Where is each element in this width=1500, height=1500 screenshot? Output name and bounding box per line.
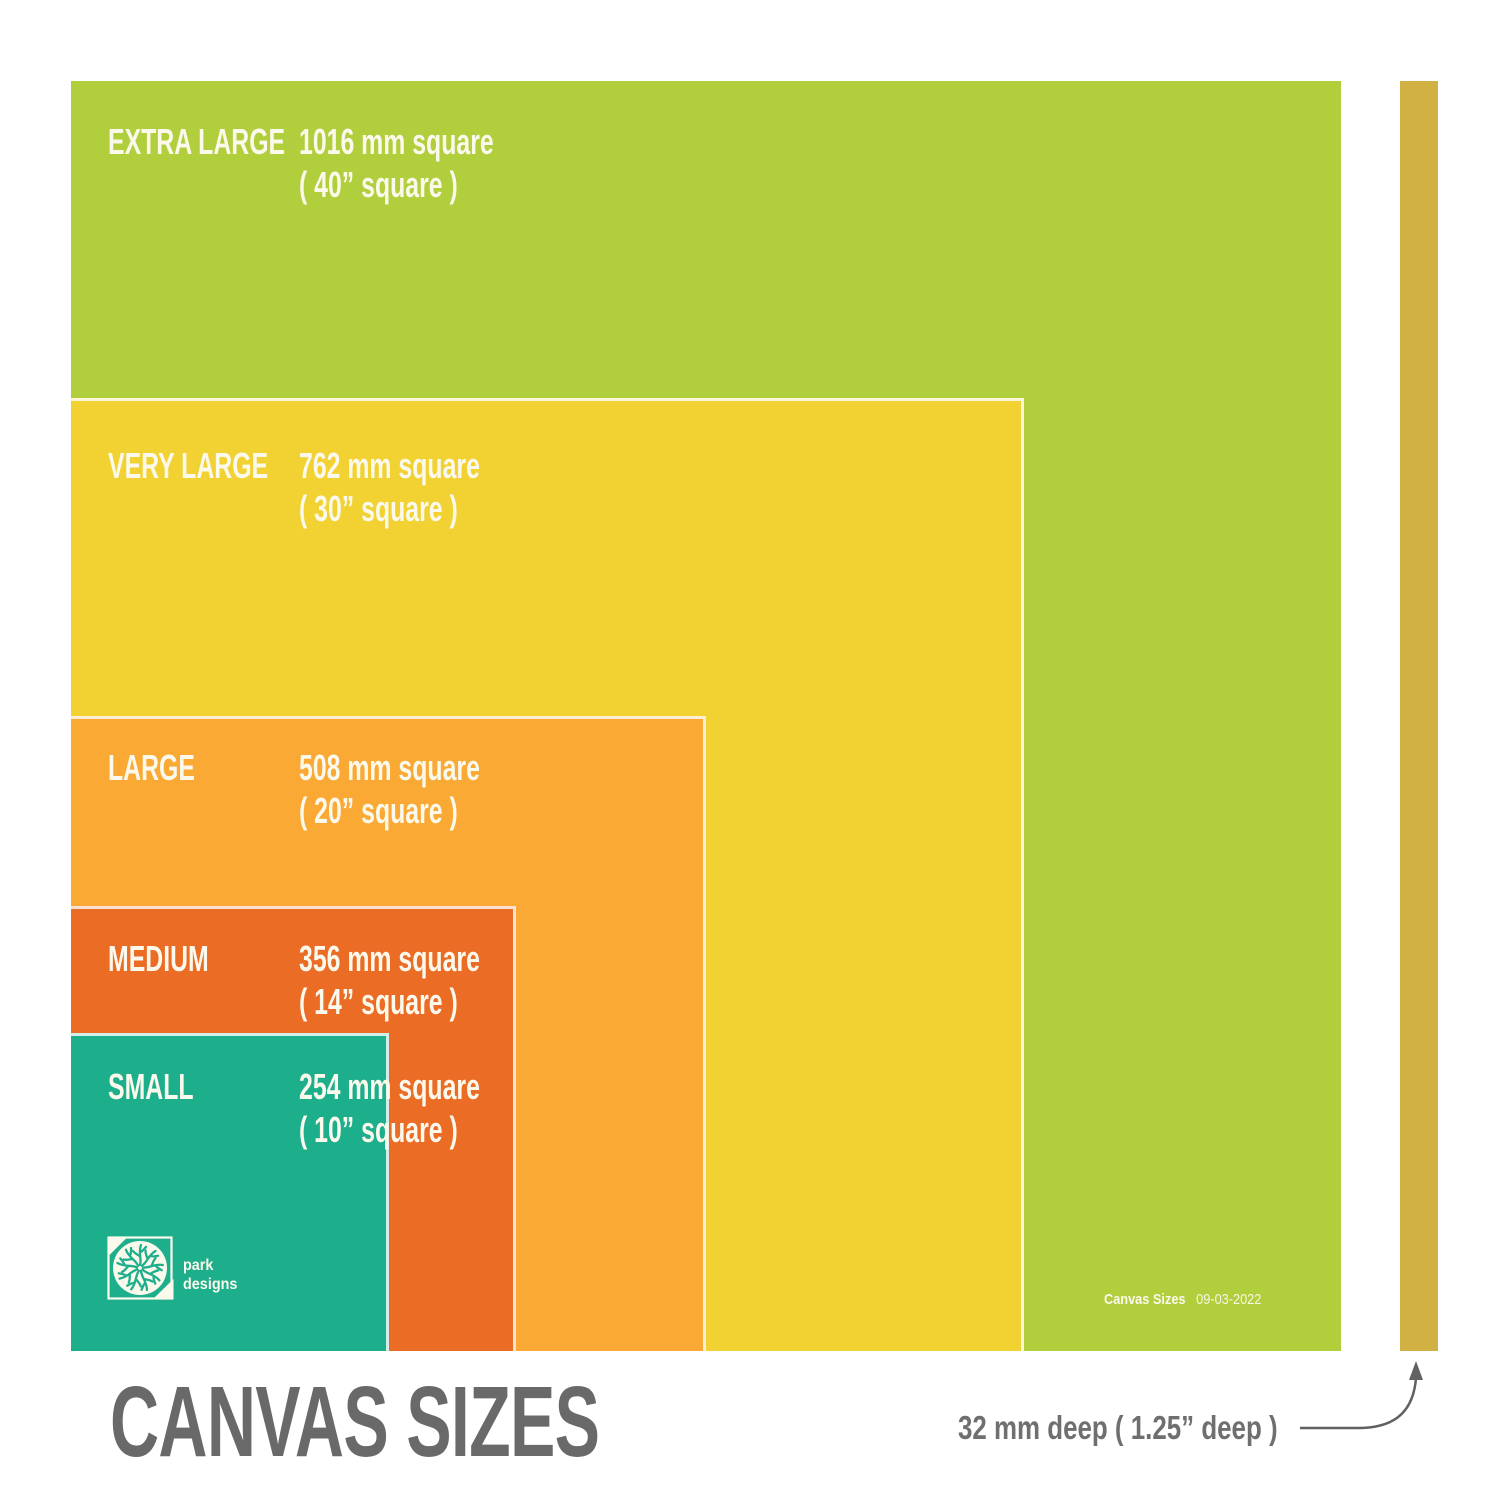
size-mm-label: 508 mm square xyxy=(299,747,480,788)
doc-date: 09-03-2022 xyxy=(1196,1291,1262,1308)
size-name-label: LARGE xyxy=(108,747,195,788)
size-row-extra-large: EXTRA LARGE 1016 mm square ( 40” square … xyxy=(108,120,628,210)
page-title: CANVAS SIZES xyxy=(110,1366,600,1478)
size-name-label: VERY LARGE xyxy=(108,445,269,486)
park-designs-logo: park designs xyxy=(107,1236,327,1306)
size-mm-label: 254 mm square xyxy=(299,1066,480,1107)
size-row-large: LARGE 508 mm square ( 20” square ) xyxy=(108,746,628,836)
size-inch-label: ( 14” square ) xyxy=(299,981,458,1022)
depth-label: 32 mm deep ( 1.25” deep ) xyxy=(958,1409,1278,1446)
size-name-label: EXTRA LARGE xyxy=(108,121,286,162)
size-inch-label: ( 10” square ) xyxy=(299,1109,458,1150)
doc-info: Canvas Sizes 09-03-2022 xyxy=(1104,1288,1261,1312)
logo-word-park: park xyxy=(183,1257,214,1274)
size-row-small: SMALL 254 mm square ( 10” square ) xyxy=(108,1065,628,1155)
tree-logo-icon xyxy=(107,1236,174,1300)
logo-word-designs: designs xyxy=(183,1276,238,1293)
size-inch-label: ( 20” square ) xyxy=(299,790,458,831)
size-mm-label: 356 mm square xyxy=(299,938,480,979)
size-name-label: MEDIUM xyxy=(108,938,209,979)
logo-wordmark: park designs xyxy=(183,1256,237,1294)
size-mm-label: 762 mm square xyxy=(299,445,480,486)
size-name-label: SMALL xyxy=(108,1066,194,1107)
size-mm-label: 1016 mm square xyxy=(299,121,494,162)
depth-arrow-icon xyxy=(1300,1361,1423,1430)
doc-title: Canvas Sizes xyxy=(1104,1291,1186,1308)
size-inch-label: ( 40” square ) xyxy=(299,164,458,205)
size-inch-label: ( 30” square ) xyxy=(299,488,458,529)
size-row-medium: MEDIUM 356 mm square ( 14” square ) xyxy=(108,937,628,1027)
size-row-very-large: VERY LARGE 762 mm square ( 30” square ) xyxy=(108,444,628,534)
depth-bar xyxy=(1400,81,1438,1351)
